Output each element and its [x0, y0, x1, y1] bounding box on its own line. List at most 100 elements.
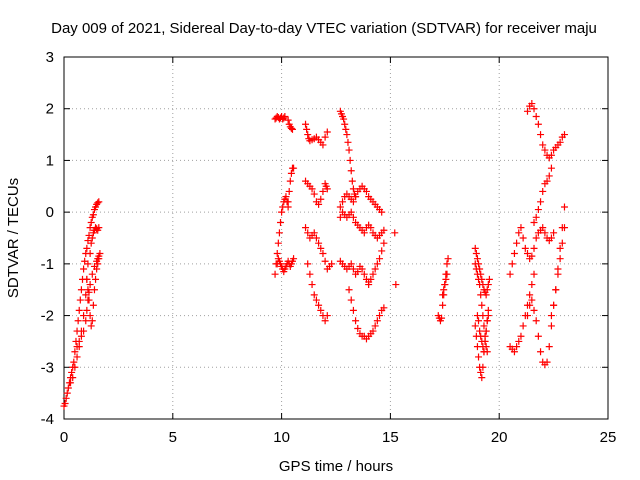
data-point	[480, 322, 488, 330]
data-point	[344, 138, 352, 146]
data-point	[358, 265, 366, 273]
data-point	[443, 270, 451, 278]
point-series	[302, 224, 336, 273]
data-point	[345, 286, 353, 294]
data-point	[315, 239, 323, 247]
data-point	[508, 260, 516, 268]
data-point	[443, 260, 451, 268]
data-point	[94, 260, 102, 268]
data-point	[92, 275, 100, 283]
point-series	[506, 270, 538, 356]
data-point	[519, 234, 527, 242]
y-tick-label: -1	[41, 256, 54, 273]
data-point	[541, 229, 549, 237]
data-point	[481, 337, 489, 345]
data-point	[74, 317, 82, 325]
data-point	[323, 128, 331, 136]
data-point	[440, 286, 448, 294]
data-point	[61, 399, 69, 407]
data-point	[345, 146, 353, 154]
x-tick-label: 15	[382, 429, 399, 446]
data-point	[528, 281, 536, 289]
data-point	[373, 260, 381, 268]
data-point	[284, 198, 292, 206]
data-point	[90, 286, 98, 294]
data-point	[73, 353, 81, 361]
data-point	[438, 314, 446, 322]
data-point	[315, 200, 323, 208]
data-point	[515, 337, 523, 345]
point-series	[506, 224, 558, 278]
data-point	[560, 131, 568, 139]
data-point	[348, 177, 356, 185]
data-point	[346, 156, 354, 164]
data-point	[87, 239, 95, 247]
data-point	[286, 177, 294, 185]
data-point	[539, 224, 547, 232]
data-point	[550, 301, 558, 309]
data-point	[94, 199, 102, 207]
data-point	[391, 229, 399, 237]
data-point	[475, 353, 483, 361]
data-point	[380, 304, 388, 312]
data-point	[290, 255, 298, 263]
data-point	[83, 306, 91, 314]
data-point	[380, 239, 388, 247]
data-point	[360, 270, 368, 278]
x-tick-label: 0	[60, 429, 68, 446]
data-point	[317, 195, 325, 203]
data-points	[60, 100, 568, 410]
data-point	[347, 260, 355, 268]
data-point	[319, 250, 327, 258]
data-point	[77, 327, 85, 335]
data-point	[76, 296, 84, 304]
data-point	[319, 141, 327, 149]
data-point	[69, 374, 77, 382]
data-point	[560, 224, 568, 232]
data-point	[95, 224, 103, 232]
data-point	[77, 286, 85, 294]
data-point	[547, 322, 555, 330]
data-point	[510, 348, 518, 356]
data-point	[321, 257, 329, 265]
data-point	[86, 250, 94, 258]
data-point	[273, 250, 281, 258]
data-point	[532, 317, 540, 325]
y-tick-label: -3	[41, 359, 54, 376]
data-point	[280, 114, 288, 122]
data-point	[471, 244, 479, 252]
data-point	[530, 105, 538, 113]
data-point	[96, 250, 104, 258]
data-point	[528, 296, 536, 304]
data-point	[304, 260, 312, 268]
data-point	[526, 301, 534, 309]
data-point	[475, 275, 483, 283]
point-series	[336, 107, 360, 201]
data-point	[483, 286, 491, 294]
data-point	[347, 208, 355, 216]
data-point	[71, 348, 79, 356]
data-point	[360, 229, 368, 237]
data-point	[336, 213, 344, 221]
data-point	[321, 317, 329, 325]
x-tick-label: 10	[273, 429, 290, 446]
data-point	[479, 343, 487, 351]
data-point	[84, 286, 92, 294]
data-point	[472, 265, 480, 273]
data-point	[471, 260, 479, 268]
data-point	[87, 218, 95, 226]
data-point	[442, 275, 450, 283]
data-point	[317, 244, 325, 252]
data-point	[534, 332, 542, 340]
data-point	[528, 252, 536, 260]
data-point	[323, 185, 331, 193]
data-point	[517, 332, 525, 340]
data-point	[312, 296, 320, 304]
data-point	[541, 146, 549, 154]
data-point	[302, 120, 310, 128]
point-series	[473, 306, 492, 356]
data-point	[477, 291, 485, 299]
data-point	[483, 317, 491, 325]
data-point	[441, 281, 449, 289]
data-point	[317, 306, 325, 314]
